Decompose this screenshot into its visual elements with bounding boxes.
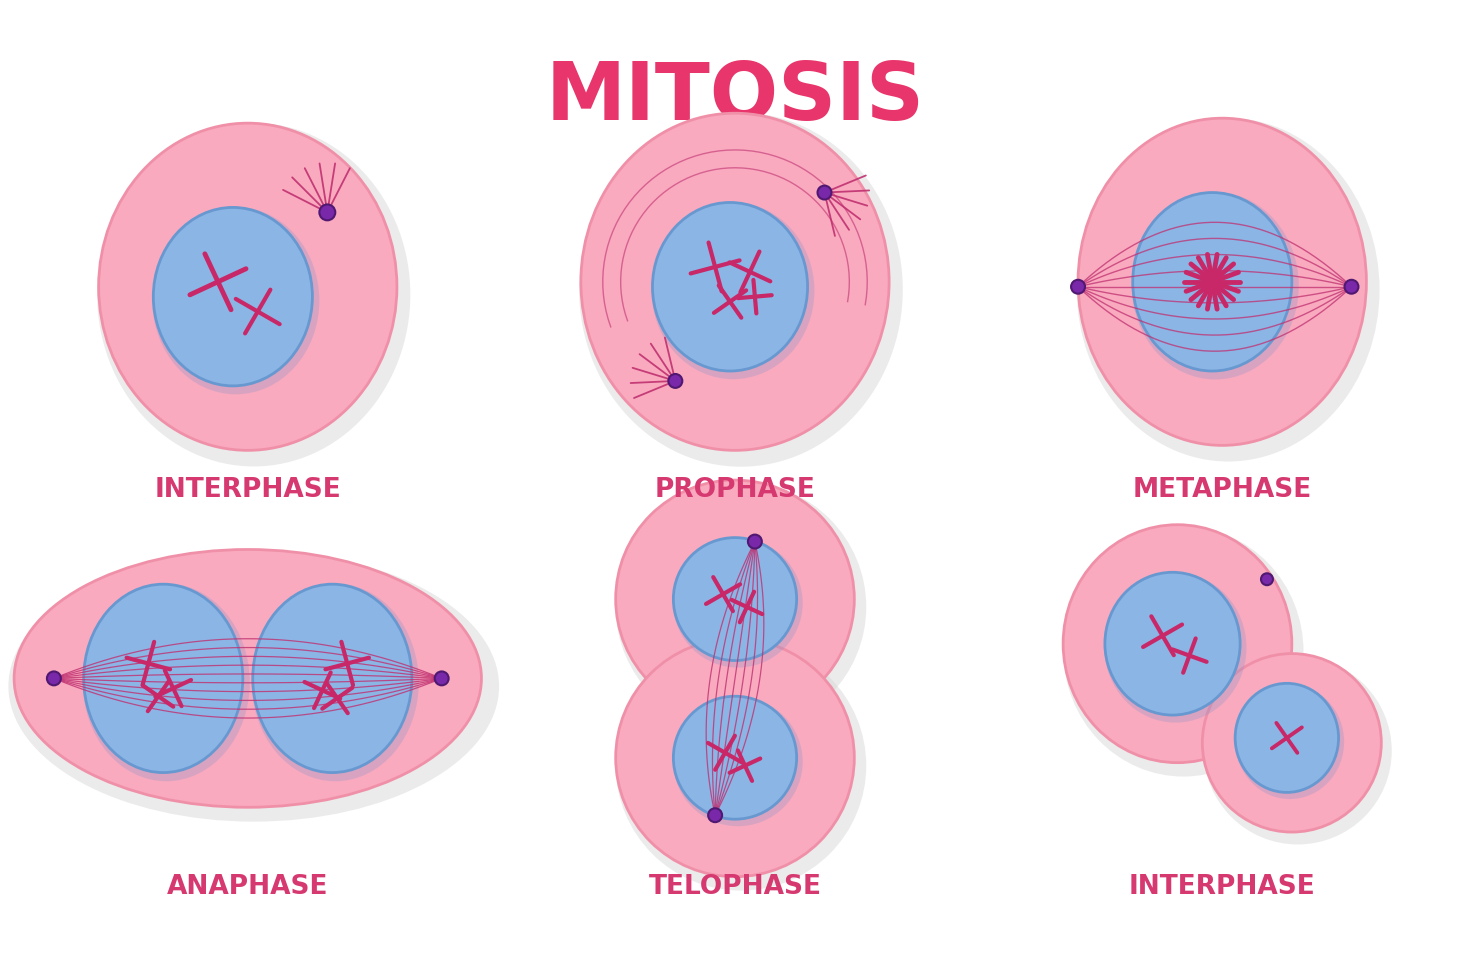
Ellipse shape <box>1063 524 1292 762</box>
Circle shape <box>709 808 722 822</box>
Circle shape <box>1072 280 1085 294</box>
Circle shape <box>1261 573 1273 585</box>
Ellipse shape <box>616 482 866 732</box>
Ellipse shape <box>1202 654 1382 832</box>
Ellipse shape <box>1078 119 1367 445</box>
Text: PROPHASE: PROPHASE <box>654 477 816 503</box>
Ellipse shape <box>673 697 803 826</box>
Ellipse shape <box>1063 526 1304 776</box>
Text: METAPHASE: METAPHASE <box>1132 477 1311 503</box>
Circle shape <box>435 671 448 685</box>
Ellipse shape <box>251 583 419 781</box>
Ellipse shape <box>84 584 243 772</box>
Ellipse shape <box>581 114 889 451</box>
Text: MITOSIS: MITOSIS <box>545 59 925 136</box>
Ellipse shape <box>579 113 903 466</box>
Text: TELOPHASE: TELOPHASE <box>648 873 822 900</box>
Circle shape <box>1345 280 1358 294</box>
Ellipse shape <box>153 208 313 386</box>
Ellipse shape <box>616 480 854 718</box>
Ellipse shape <box>97 122 410 466</box>
Ellipse shape <box>1078 118 1379 462</box>
Circle shape <box>47 671 60 685</box>
Circle shape <box>669 374 682 388</box>
Ellipse shape <box>1235 683 1339 793</box>
Ellipse shape <box>253 584 412 772</box>
Ellipse shape <box>673 538 797 661</box>
Circle shape <box>319 205 335 220</box>
Ellipse shape <box>82 583 250 781</box>
Ellipse shape <box>1236 685 1344 799</box>
Ellipse shape <box>1133 192 1292 371</box>
Ellipse shape <box>1204 657 1392 845</box>
Ellipse shape <box>673 538 803 667</box>
Ellipse shape <box>1104 572 1247 722</box>
Text: ANAPHASE: ANAPHASE <box>168 873 328 900</box>
Text: INTERPHASE: INTERPHASE <box>1129 873 1316 900</box>
Ellipse shape <box>616 641 866 891</box>
Ellipse shape <box>1105 572 1241 715</box>
Text: INTERPHASE: INTERPHASE <box>154 477 341 503</box>
Ellipse shape <box>153 207 319 394</box>
Ellipse shape <box>9 551 500 821</box>
Ellipse shape <box>651 202 814 379</box>
Circle shape <box>817 185 832 200</box>
Ellipse shape <box>616 639 854 877</box>
Ellipse shape <box>15 550 482 808</box>
Ellipse shape <box>98 123 397 451</box>
Circle shape <box>748 535 761 549</box>
Ellipse shape <box>653 203 807 371</box>
Ellipse shape <box>1132 192 1299 379</box>
Ellipse shape <box>673 696 797 819</box>
